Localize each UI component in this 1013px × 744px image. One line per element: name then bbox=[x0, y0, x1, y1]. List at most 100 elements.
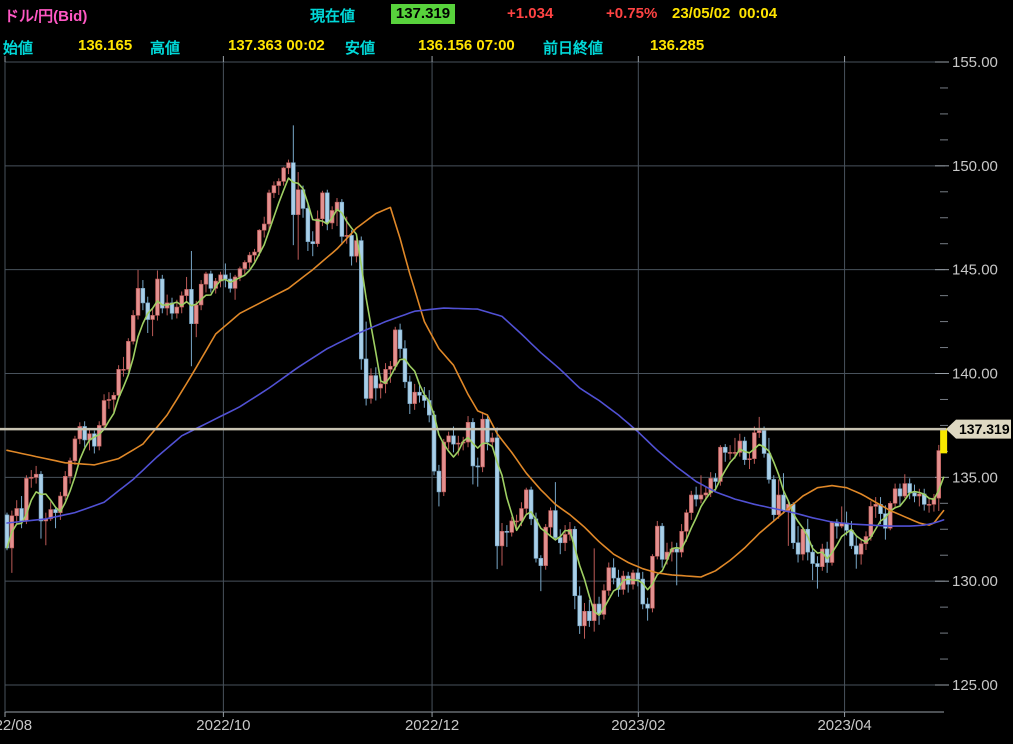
down-candle bbox=[659, 525, 665, 560]
up-candle bbox=[29, 477, 34, 479]
up-candle bbox=[524, 489, 529, 509]
up-candle bbox=[601, 590, 607, 615]
down-candle bbox=[140, 288, 146, 304]
down-candle bbox=[339, 201, 345, 237]
up-candle bbox=[184, 289, 189, 296]
up-candle bbox=[262, 223, 267, 231]
ma-long-line bbox=[6, 307, 945, 527]
up-candle bbox=[257, 229, 262, 253]
down-candle bbox=[854, 545, 859, 555]
y-axis-label: 135.00 bbox=[952, 469, 998, 486]
up-candle bbox=[732, 452, 738, 454]
up-candle bbox=[820, 548, 825, 567]
up-candle bbox=[650, 555, 655, 609]
current-candle bbox=[940, 428, 948, 454]
open-value: 136.165 bbox=[78, 37, 133, 54]
down-candle bbox=[815, 563, 820, 567]
price-change-pct: +0.75% bbox=[606, 5, 658, 22]
up-candle bbox=[14, 508, 19, 517]
down-candle bbox=[208, 273, 214, 289]
up-candle bbox=[936, 450, 941, 499]
up-candle bbox=[630, 572, 636, 585]
up-candle bbox=[276, 181, 281, 186]
up-candle bbox=[800, 528, 806, 555]
up-candle bbox=[101, 400, 107, 426]
up-candle bbox=[917, 493, 922, 497]
down-candle bbox=[436, 470, 442, 493]
open-label: 始値 bbox=[3, 40, 34, 57]
down-candle bbox=[723, 446, 728, 453]
up-candle bbox=[689, 494, 694, 513]
down-candle bbox=[766, 453, 772, 480]
up-candle bbox=[446, 435, 451, 443]
instrument-name: ドル/円(Bid) bbox=[4, 8, 88, 25]
up-candle bbox=[368, 375, 374, 399]
down-candle bbox=[223, 274, 228, 280]
up-candle bbox=[135, 288, 141, 316]
up-candle bbox=[703, 492, 709, 496]
up-candle bbox=[33, 473, 39, 478]
down-candle bbox=[310, 241, 315, 245]
up-candle bbox=[67, 460, 73, 477]
up-candle bbox=[873, 504, 878, 507]
up-candle bbox=[747, 458, 752, 460]
up-candle bbox=[174, 306, 180, 314]
candles-layer bbox=[4, 125, 948, 639]
down-candle bbox=[897, 488, 903, 497]
down-candle bbox=[572, 528, 578, 597]
up-candle bbox=[126, 341, 131, 370]
down-candle bbox=[761, 430, 767, 454]
up-candle bbox=[829, 521, 835, 563]
current-price-marker: 137.319 bbox=[0, 419, 1011, 439]
up-candle bbox=[757, 430, 762, 433]
prev-close-label: 前日終値 bbox=[543, 40, 604, 57]
up-candle bbox=[519, 508, 524, 522]
up-candle bbox=[378, 383, 383, 389]
down-candle bbox=[912, 492, 917, 497]
up-candle bbox=[514, 520, 519, 523]
down-candle bbox=[451, 435, 456, 445]
up-candle bbox=[465, 422, 471, 443]
down-candle bbox=[577, 595, 582, 627]
up-candle bbox=[150, 315, 155, 320]
low-value: 136.156 07:00 bbox=[418, 37, 515, 54]
y-axis-label: 125.00 bbox=[952, 677, 998, 694]
up-candle bbox=[388, 365, 393, 370]
down-candle bbox=[693, 494, 699, 500]
up-candle bbox=[203, 273, 209, 285]
up-candle bbox=[232, 276, 238, 289]
up-candle bbox=[320, 192, 325, 220]
grid-layer: 155.00 150.00 145.00 140.00 135.00 130.00 125.… bbox=[0, 54, 998, 734]
up-candle bbox=[582, 610, 587, 627]
down-candle bbox=[53, 509, 58, 513]
down-candle bbox=[359, 240, 364, 360]
x-axis-label: 2022/10 bbox=[196, 717, 250, 734]
down-candle bbox=[363, 358, 369, 399]
down-candle bbox=[402, 348, 408, 383]
up-candle bbox=[718, 446, 723, 482]
up-candle bbox=[752, 432, 757, 459]
up-candle bbox=[116, 369, 121, 396]
up-candle bbox=[315, 218, 320, 245]
up-candle bbox=[727, 452, 733, 454]
down-candle bbox=[373, 375, 379, 389]
down-candle bbox=[349, 235, 354, 257]
ma-short-line bbox=[6, 177, 945, 617]
low-label: 安値 bbox=[345, 40, 376, 57]
up-candle bbox=[888, 502, 893, 529]
down-candle bbox=[553, 510, 558, 538]
down-candle bbox=[325, 192, 330, 224]
up-candle bbox=[655, 525, 660, 557]
up-candle bbox=[295, 189, 301, 215]
down-candle bbox=[417, 391, 422, 396]
ma-mid-line bbox=[6, 206, 945, 578]
down-candle bbox=[781, 494, 786, 511]
price-change: +1.034 bbox=[507, 5, 554, 22]
down-candle bbox=[485, 418, 490, 443]
down-candle bbox=[19, 508, 24, 522]
x-axis-label: 2023/02 bbox=[611, 717, 665, 734]
down-candle bbox=[635, 572, 641, 580]
up-candle bbox=[106, 399, 112, 401]
up-candle bbox=[441, 441, 446, 493]
